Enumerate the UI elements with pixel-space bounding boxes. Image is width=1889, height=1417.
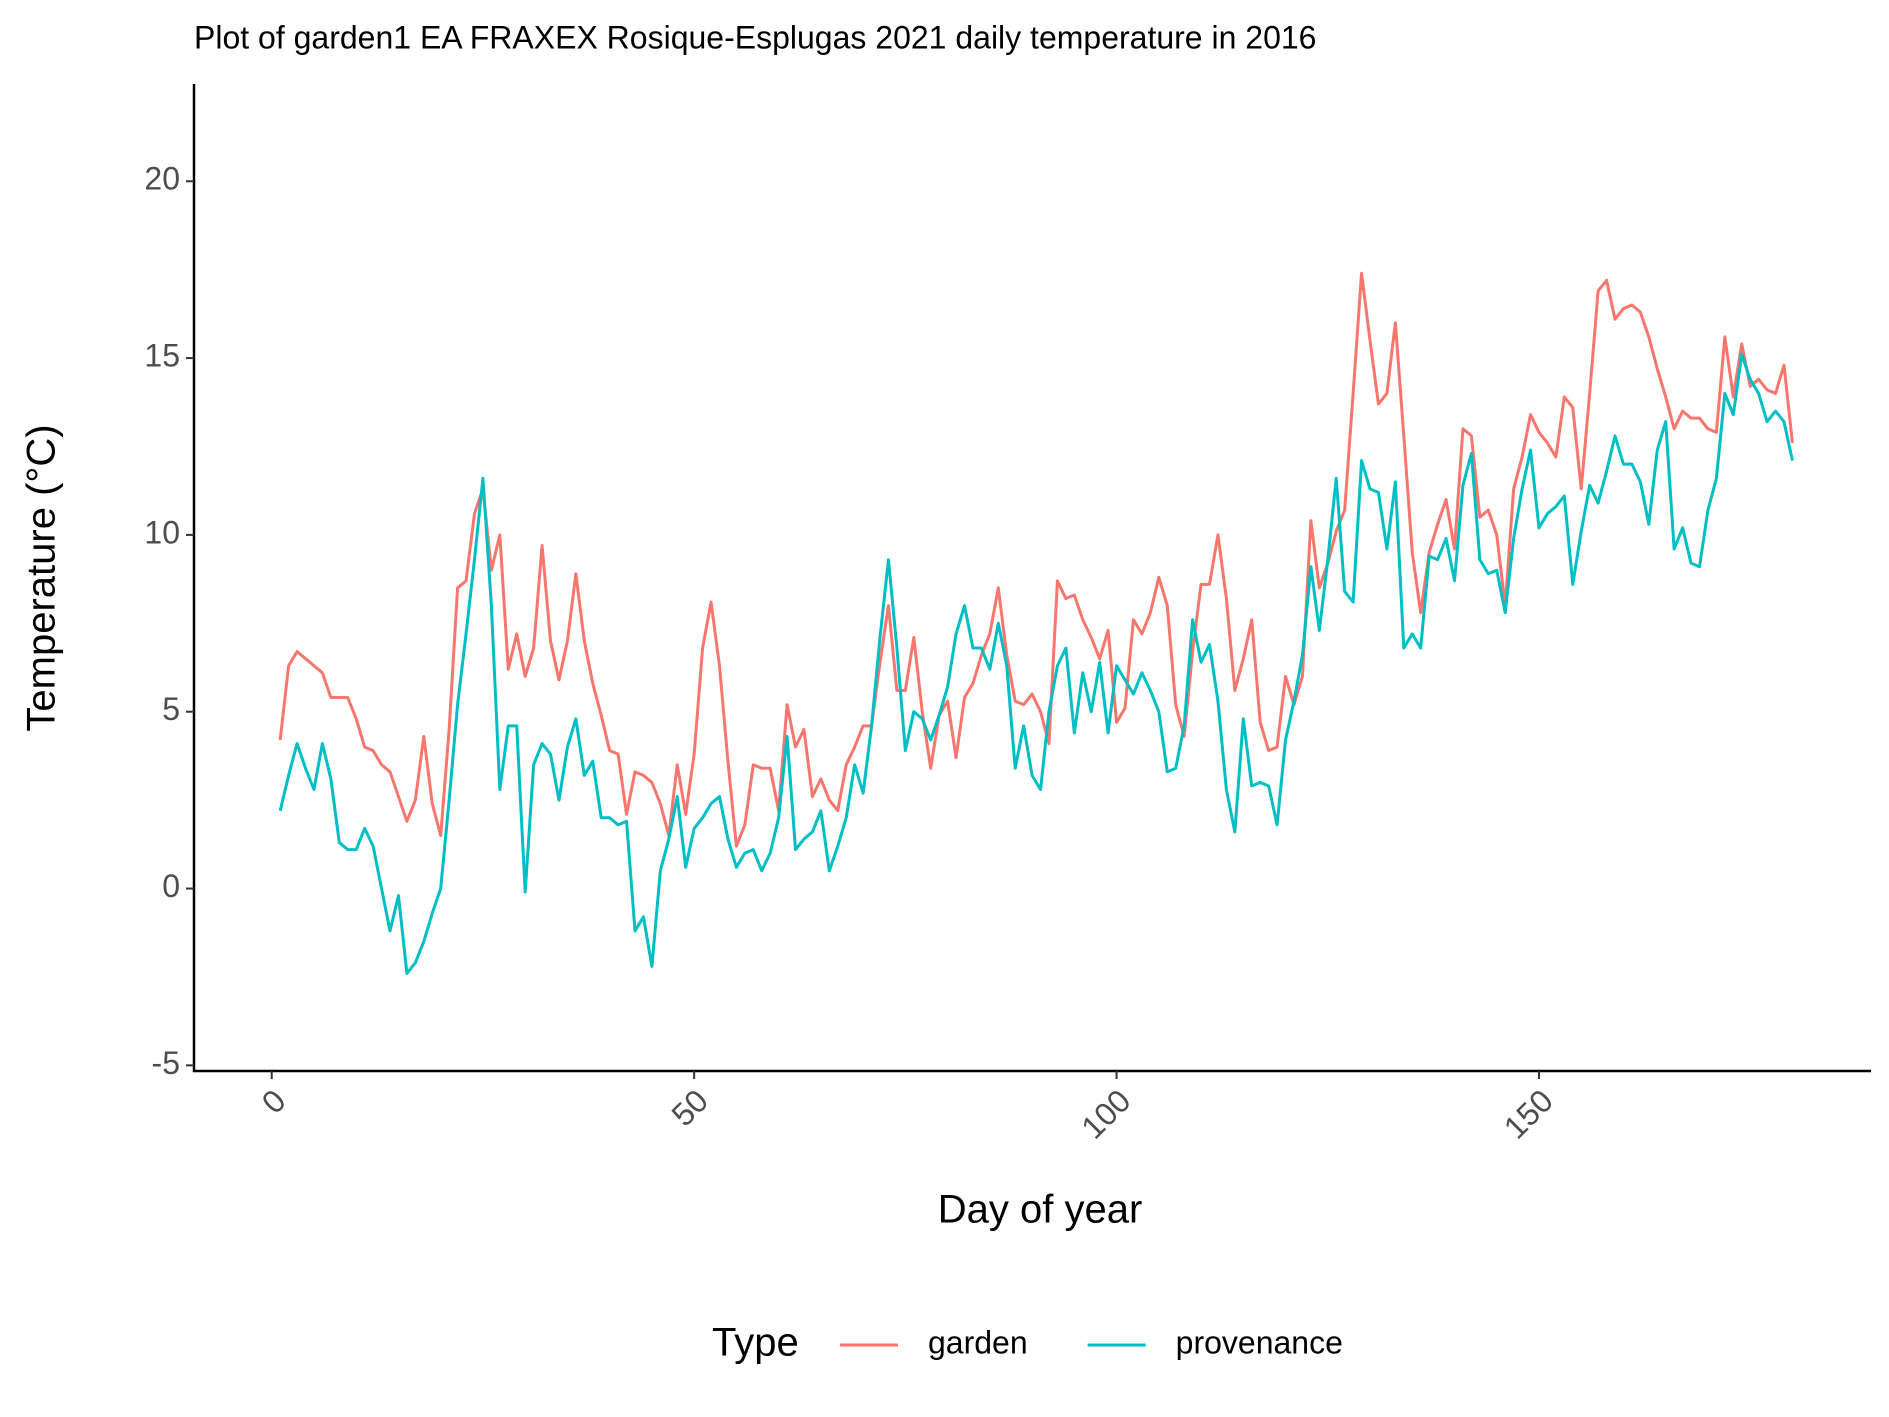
x-axis-title: Day of year (938, 1188, 1143, 1232)
line-series (278, 271, 1794, 848)
legend-title: Type (712, 1321, 799, 1365)
x-tick-label: 0 (255, 1082, 293, 1120)
y-tick-label: 15 (144, 338, 180, 374)
legend-label: provenance (1176, 1324, 1343, 1360)
y-tick-label: -5 (152, 1045, 180, 1081)
y-axis-title: Temperature (°C) (20, 424, 64, 731)
y-tick-label: 20 (144, 161, 180, 197)
legend-label: garden (928, 1324, 1028, 1360)
y-tick-label: 10 (144, 514, 180, 550)
x-tick-label: 50 (664, 1082, 715, 1133)
x-tick-label: 150 (1497, 1082, 1560, 1145)
x-tick-label: 100 (1074, 1082, 1137, 1145)
y-tick-label: 0 (162, 868, 180, 904)
chart-title: Plot of garden1 EA FRAXEX Rosique-Esplug… (194, 19, 1316, 55)
line-series (278, 353, 1794, 975)
y-tick-label: 5 (162, 691, 180, 727)
